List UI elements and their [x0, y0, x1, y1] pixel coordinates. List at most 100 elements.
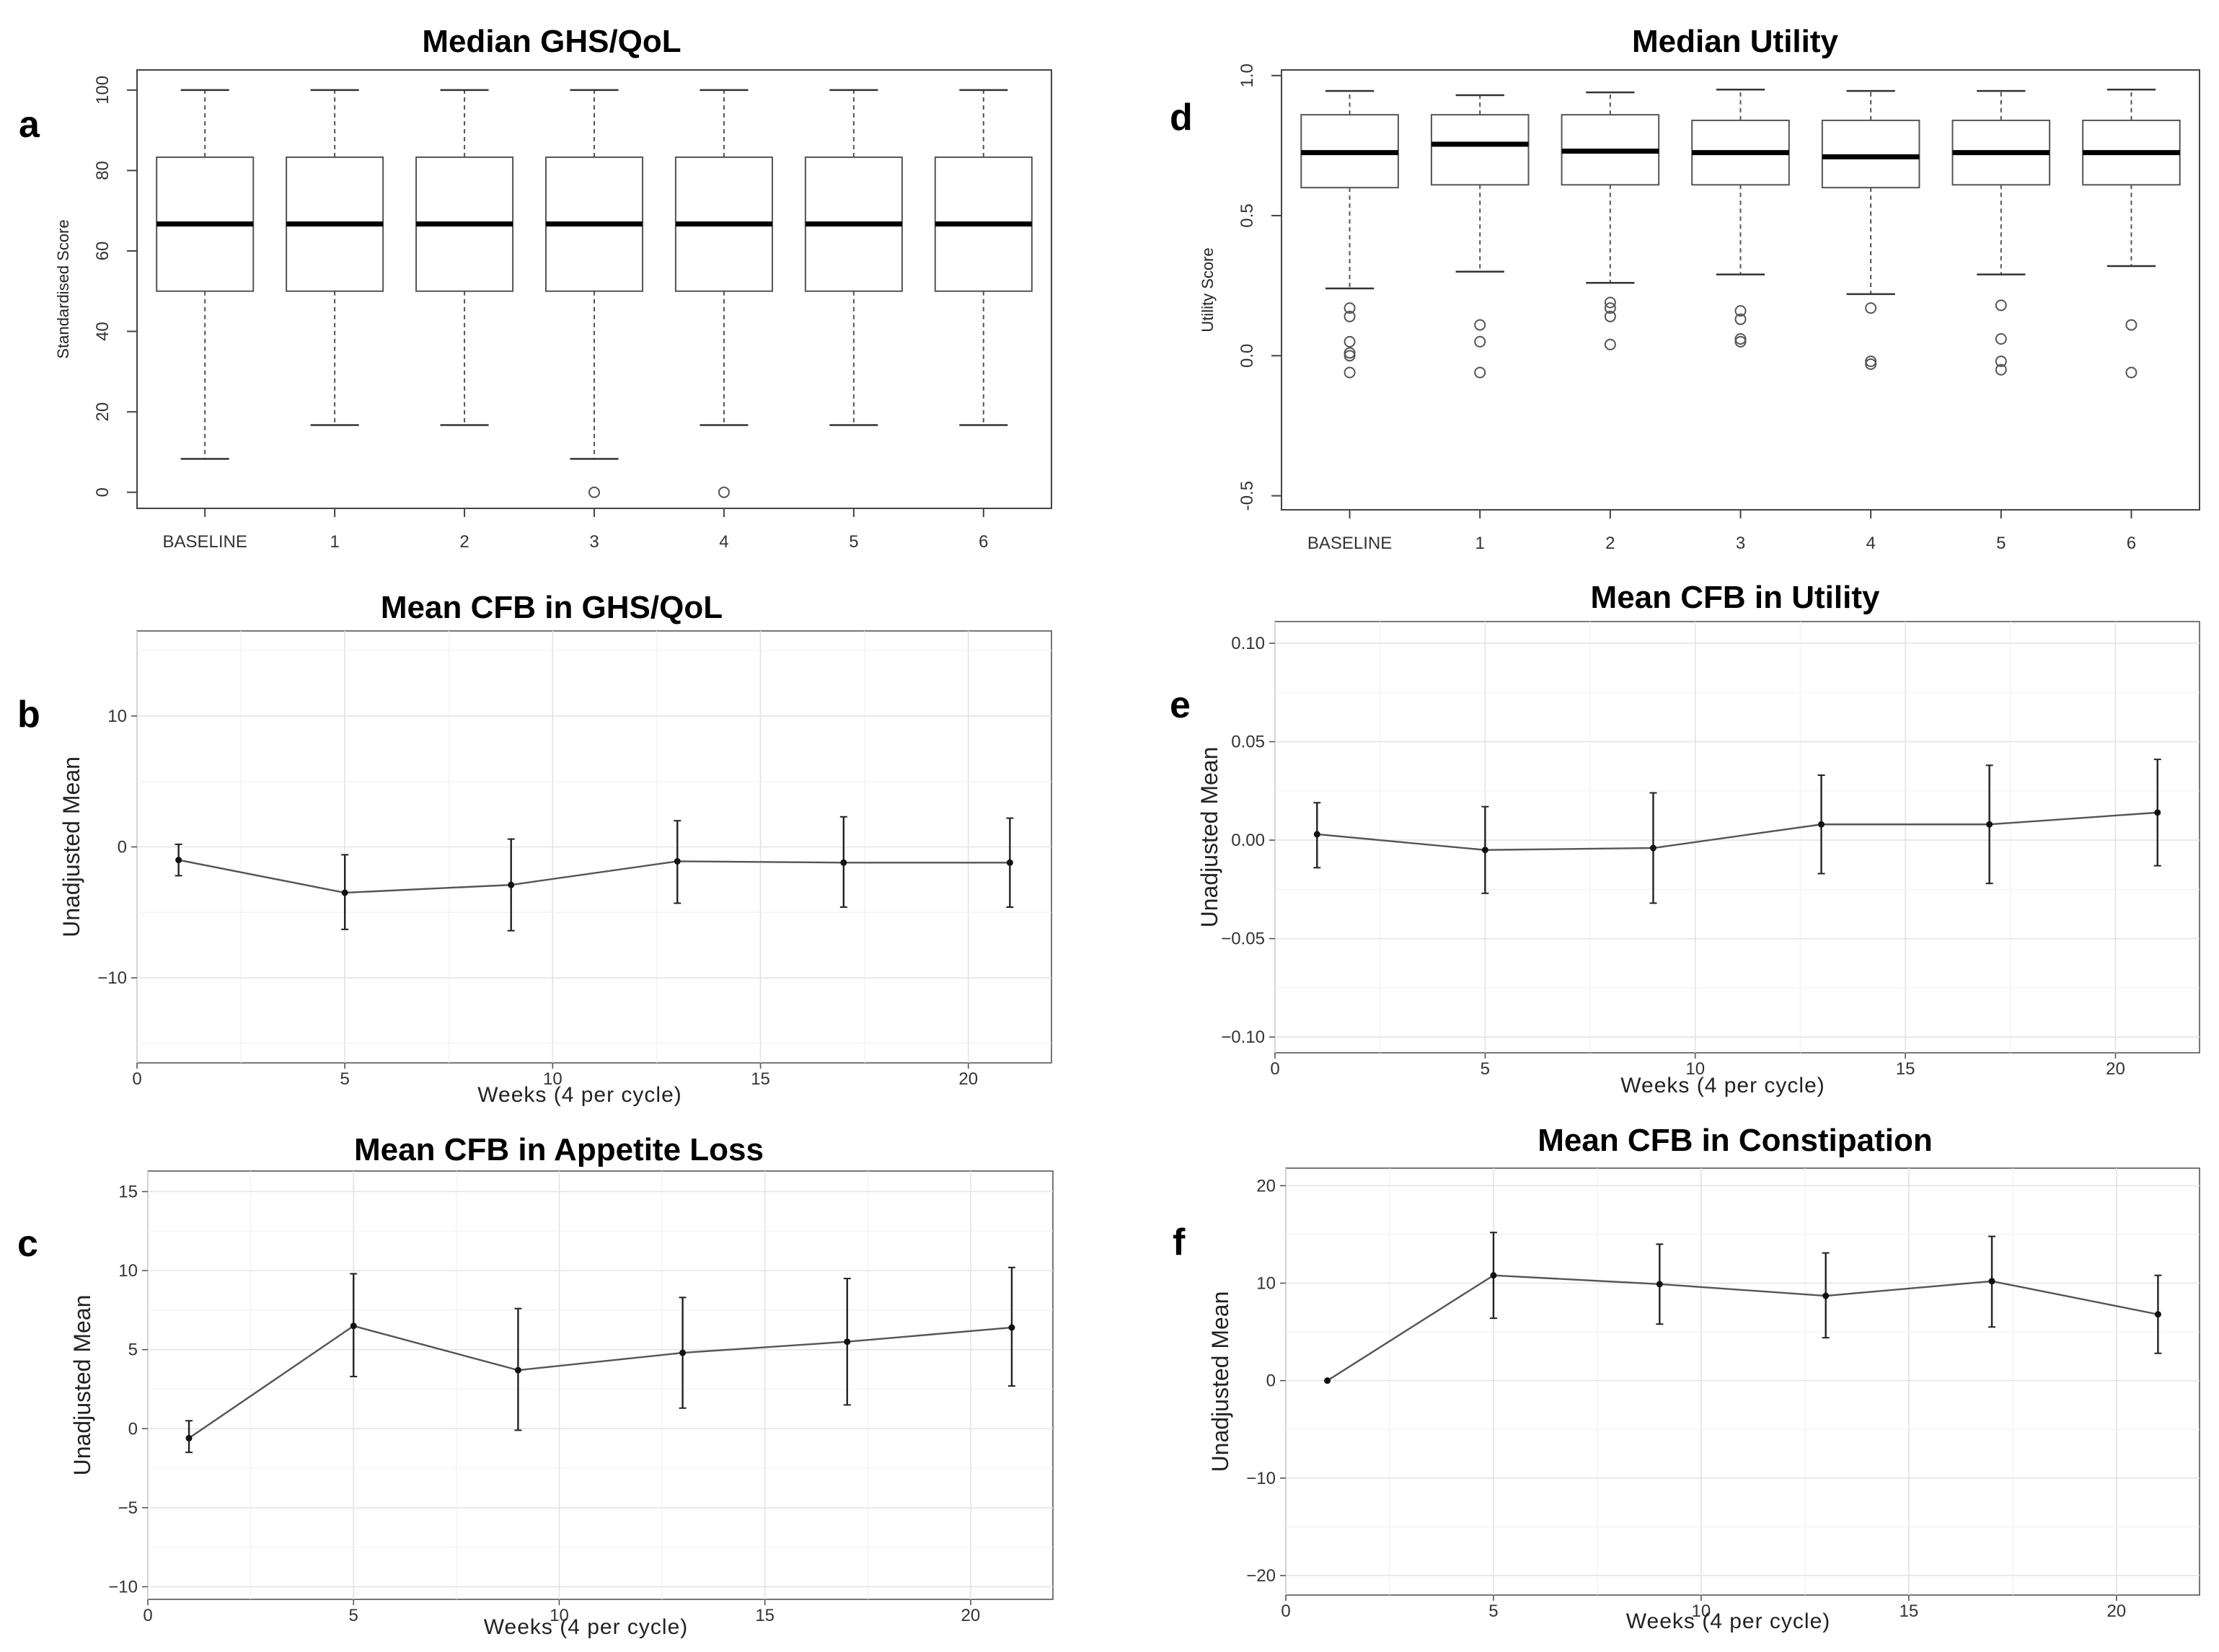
box-1	[1430, 94, 1530, 379]
y-tick-label: -0.5	[1238, 481, 1257, 511]
outlier-point	[588, 486, 600, 498]
outlier-point	[1474, 335, 1486, 348]
y-axis-title: Unadjusted Mean	[69, 1295, 95, 1476]
outlier-point	[1344, 310, 1356, 322]
outlier-point	[1734, 332, 1747, 345]
data-point	[1008, 1324, 1015, 1331]
panel-b: b Mean CFB in GHS/QoL −10 0 10 0 5 10 15 20 Weeks …	[17, 590, 1052, 1107]
box-3	[544, 89, 644, 498]
x-tick-label: 3	[589, 532, 599, 552]
box-5	[1951, 89, 2051, 376]
y-tick-label: 0	[1266, 1371, 1276, 1391]
panel-label: b	[17, 694, 40, 736]
x-tick-label: 0	[1281, 1602, 1290, 1621]
data-point	[175, 857, 182, 864]
series-line	[1326, 1274, 2158, 1382]
outlier-point	[2125, 366, 2138, 379]
data-point	[679, 1349, 687, 1356]
box-6	[934, 89, 1033, 426]
outlier-point	[1344, 366, 1356, 379]
x-tick-label: 6	[979, 532, 988, 552]
x-tick-label: 10	[1685, 1059, 1705, 1079]
box-1	[286, 89, 384, 426]
data-point	[350, 1322, 357, 1330]
y-tick-label: −10	[108, 1577, 138, 1596]
x-tick-label: 20	[2106, 1602, 2126, 1621]
outlier-point	[1995, 355, 2007, 368]
y-tick-label: 0	[118, 838, 127, 857]
data-point	[840, 859, 847, 866]
x-tick-label: 15	[1900, 1602, 1919, 1621]
outlier-point	[1865, 355, 1877, 368]
data-point	[1324, 1377, 1331, 1384]
chart-title: Median GHS/QoL	[422, 24, 681, 59]
x-tick-label: 10	[550, 1606, 569, 1625]
y-tick-label: −0.05	[1221, 929, 1265, 949]
outlier-point	[1604, 310, 1616, 322]
x-tick-label: 2	[1605, 534, 1615, 553]
y-tick-label: 0	[93, 487, 113, 497]
data-point	[1656, 1281, 1663, 1288]
chart-title: Mean CFB in Utility	[1591, 580, 1880, 615]
data-point	[1481, 847, 1488, 854]
x-tick-label: 3	[1736, 534, 1745, 553]
outlier-point	[1865, 358, 1877, 370]
y-axis-title: Standardised Score	[54, 219, 72, 358]
box-4	[1821, 89, 1920, 370]
box-2	[415, 89, 514, 426]
y-tick-label: 100	[93, 76, 113, 105]
box-2	[1561, 91, 1660, 350]
outlier-point	[1344, 347, 1356, 359]
data-point	[1988, 1278, 1995, 1285]
data-point	[508, 881, 515, 888]
outlier-point	[1604, 338, 1616, 350]
panel-f: f Mean CFB in Constipation −20 −10 0 10 20 0 5 10…	[1173, 1123, 2200, 1633]
outlier-point	[1734, 313, 1747, 325]
y-axis-title: Unadjusted Mean	[58, 756, 84, 937]
iqr-box	[1430, 114, 1530, 186]
box-6	[2082, 88, 2181, 379]
data-point	[674, 857, 681, 865]
series-line	[188, 1325, 1013, 1439]
x-tick-label: 5	[340, 1069, 350, 1089]
x-axis-title: Weeks (4 per cycle)	[1620, 1074, 1825, 1097]
chart-title: Mean CFB in Constipation	[1538, 1123, 1933, 1158]
y-tick-label: 60	[93, 242, 113, 261]
x-tick-label: 15	[755, 1606, 775, 1625]
data-point	[1006, 859, 1013, 866]
y-tick-label: 0.05	[1231, 733, 1265, 752]
data-point	[1490, 1272, 1497, 1279]
x-tick-label: 10	[543, 1069, 563, 1089]
plot-frame	[147, 1170, 1054, 1600]
y-tick-label: −5	[118, 1498, 138, 1518]
outlier-point	[2125, 319, 2138, 331]
outlier-point	[1604, 302, 1616, 314]
outlier-point	[1344, 302, 1356, 314]
x-tick-label: 6	[2127, 534, 2136, 553]
data-point	[1313, 831, 1320, 838]
x-tick-label: 20	[961, 1606, 981, 1625]
y-tick-label: 40	[93, 322, 113, 341]
x-tick-label: 5	[349, 1606, 358, 1625]
y-tick-label: 15	[118, 1182, 138, 1201]
outlier-point	[1344, 350, 1356, 362]
box-4	[674, 89, 773, 498]
y-tick-label: 0.5	[1238, 203, 1257, 227]
y-tick-label: 80	[93, 161, 113, 180]
y-tick-label: 0.10	[1231, 634, 1265, 653]
x-tick-label: 0	[1270, 1059, 1279, 1079]
x-tick-label: 5	[1488, 1602, 1498, 1621]
y-axis-title: Utility Score	[1199, 247, 1217, 332]
x-tick-label: 15	[751, 1069, 770, 1089]
panel-label: f	[1173, 1222, 1186, 1263]
box-3	[1691, 88, 1790, 348]
y-tick-label: −10	[97, 968, 127, 988]
y-tick-label: −0.10	[1221, 1028, 1265, 1047]
data-point	[2154, 809, 2161, 816]
panel-label: d	[1170, 97, 1193, 138]
x-tick-label: 20	[958, 1069, 978, 1089]
y-tick-label: 10	[118, 1261, 138, 1281]
outlier-point	[1474, 319, 1486, 331]
x-tick-label: 0	[143, 1606, 152, 1625]
